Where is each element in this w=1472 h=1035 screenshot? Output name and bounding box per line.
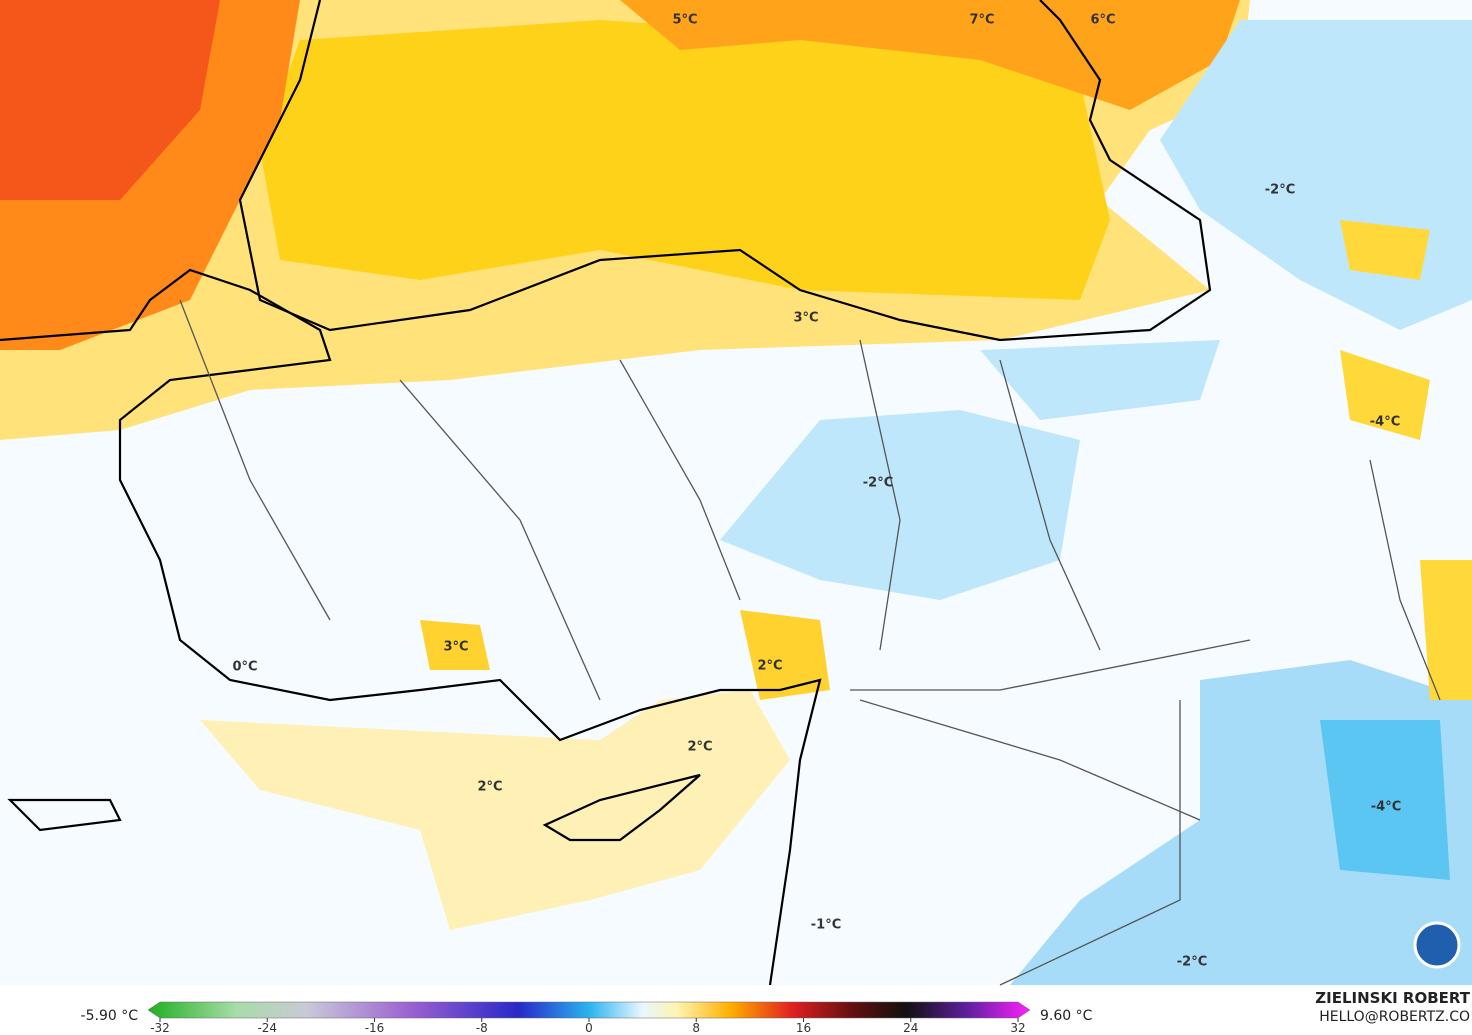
colorbar xyxy=(147,1001,1031,1019)
temp-label: 2°C xyxy=(687,740,712,755)
credit-contact: HELLO@ROBERTZ.CO xyxy=(1319,1009,1470,1025)
temp-label: 5°C xyxy=(672,13,697,28)
colorbar-tick-label: 32 xyxy=(1010,1021,1025,1035)
colorbar-tick-label: 24 xyxy=(903,1021,918,1035)
noaa-logo xyxy=(1413,921,1461,969)
temp-label: 0°C xyxy=(232,660,257,675)
colorbar-tick-label: -16 xyxy=(365,1021,385,1035)
colorbar-tick-label: -32 xyxy=(150,1021,170,1035)
temp-label: -4°C xyxy=(1370,415,1400,430)
temp-label: -2°C xyxy=(1177,955,1207,970)
legend-max: 9.60 °C xyxy=(1040,1008,1093,1024)
temp-label: -1°C xyxy=(811,918,841,933)
temp-label: 2°C xyxy=(757,659,782,674)
legend: -5.90 °C 9.60 °C -32 -24 -16 -8 0 8 16 24 32 xyxy=(81,1001,1093,1035)
temp-label: 7°C xyxy=(969,13,994,28)
temp-label: 3°C xyxy=(793,311,818,326)
credit-name: ZIELINSKI ROBERT xyxy=(1315,989,1470,1007)
colorbar-tick-label: -24 xyxy=(257,1021,277,1035)
legend-min: -5.90 °C xyxy=(81,1008,139,1024)
colorbar-tick-label: 8 xyxy=(692,1021,700,1035)
credit: ZIELINSKI ROBERT HELLO@ROBERTZ.CO xyxy=(1315,921,1471,1025)
temp-label: 2°C xyxy=(477,780,502,795)
temp-label: 3°C xyxy=(443,640,468,655)
temp-label: -2°C xyxy=(863,476,893,491)
colorbar-tick-label: 16 xyxy=(796,1021,811,1035)
map xyxy=(0,0,1472,986)
temp-label: -4°C xyxy=(1371,800,1401,815)
colorbar-tick-label: 0 xyxy=(585,1021,593,1035)
map-labels: 5°C 7°C 6°C -2°C 3°C -4°C -2°C 0°C 3°C 2°C 2°C 2°C -… xyxy=(232,13,1401,970)
temp-label: -2°C xyxy=(1265,183,1295,198)
temp-label: 6°C xyxy=(1090,13,1115,28)
colorbar-tick-label: -8 xyxy=(476,1021,488,1035)
